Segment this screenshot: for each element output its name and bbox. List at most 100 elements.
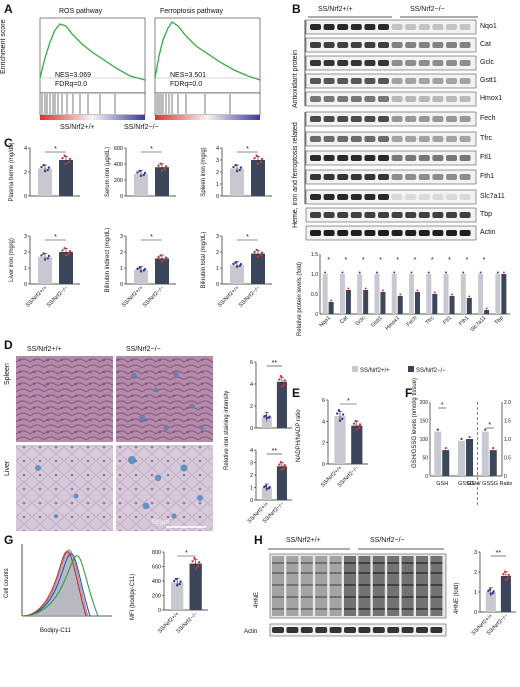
blot-band [310,194,321,200]
data-point [330,299,333,302]
blot-band [418,60,430,66]
hne-band [300,608,313,610]
blot-brackets [304,20,306,204]
blot-band [310,212,321,218]
protein-levels-chart: 0 0.5 1.0 1.5 * Nqo1 * Cat * Gclc * Gstt1 * Hmox1 * Fec… [311,252,510,333]
data-point [67,160,71,164]
hne-group-ko: SS/Nrf2−/− [370,537,405,544]
blot-band [350,212,362,218]
y-tick-label: 0 [120,194,123,200]
blot-band [418,230,430,236]
blot-band [391,116,403,122]
y-tick-label: 2 [216,250,219,256]
blot-band-strip [305,150,477,166]
blot-band [378,136,389,142]
nadph-ylabel: NADPH/NADP ratio [296,409,302,462]
blot-label-gclc: Gclc [480,59,494,66]
sig-star: * [441,402,444,409]
data-point [259,160,262,164]
blot-band [323,212,335,218]
data-point [136,171,139,174]
blot-row-hmox1: Hmox1 [305,91,520,107]
blot-band [350,78,362,84]
y-tick-label: 4 [250,448,253,454]
data-point [196,565,200,568]
bar-wt [434,431,442,476]
blot-band [405,78,417,84]
actin-band [416,627,428,633]
y-tick-label-right: 1.0 [504,437,511,443]
bar-wt [230,264,244,284]
panel-label-d: D [4,338,13,352]
hne-band [344,584,356,586]
data-point [256,255,260,258]
y-tick-label: 400 [114,162,123,168]
data-point [358,271,361,274]
gsea-hits-ros [41,94,116,114]
blot-band [432,96,444,102]
data-point [265,487,268,490]
data-point [43,169,47,173]
bar-wt [460,274,466,314]
blot-band [364,42,376,48]
blot-band-strip [305,189,477,205]
hne-band [344,596,356,598]
y-tick-label: 200 [152,594,161,600]
data-point [47,166,51,169]
data-point [235,169,239,173]
data-point [484,428,487,431]
y-tick-label-left: 100 [420,437,429,443]
data-point [64,162,68,165]
y-tick-label: 4 [24,146,27,152]
data-point [238,168,241,172]
iron-staining-ylabel: Relative iron staining intensity [224,390,230,470]
data-point [179,580,182,583]
bar-wt [357,274,363,314]
y-tick-label: 0 [158,608,161,614]
blot-band [432,174,444,180]
data-point [197,561,201,564]
hne-band [329,584,342,586]
hne-band [315,562,328,564]
blot-frame [305,37,477,53]
data-point [178,582,181,586]
blot-label-hmox1: Hmox1 [480,95,503,102]
blot-band [418,24,430,30]
hne-band [430,562,443,564]
blot-band [391,60,403,66]
data-point [136,267,139,271]
blot-band [337,194,349,200]
data-point [265,416,268,420]
hne-band [329,572,342,574]
y-tick-label: 2 [250,404,253,410]
bar-ko [380,292,386,314]
blot-band [432,78,444,84]
blot-band [378,60,389,66]
data-point [354,419,357,423]
blot-band [310,230,321,236]
y-tick-label: 2 [474,570,477,576]
histology-images [16,356,213,531]
actin-band [401,627,414,633]
bar-ko [59,252,73,284]
y-tick-label: 800 [152,550,161,556]
data-point [138,169,141,173]
blot-band [459,230,471,236]
data-point [341,417,344,421]
data-point [143,267,147,271]
data-point [47,254,51,258]
data-point [393,271,396,274]
blot-band [350,230,362,236]
panel-label-h: H [254,533,263,547]
data-point [157,164,160,167]
blot-band [405,230,417,236]
hne-band [300,596,313,598]
actin-band [272,627,284,633]
blot-band [310,136,321,142]
bar-ko [155,258,169,284]
sig-star: ** [272,448,278,455]
data-point [280,385,284,388]
data-point [40,165,43,169]
blot-band [446,212,457,218]
